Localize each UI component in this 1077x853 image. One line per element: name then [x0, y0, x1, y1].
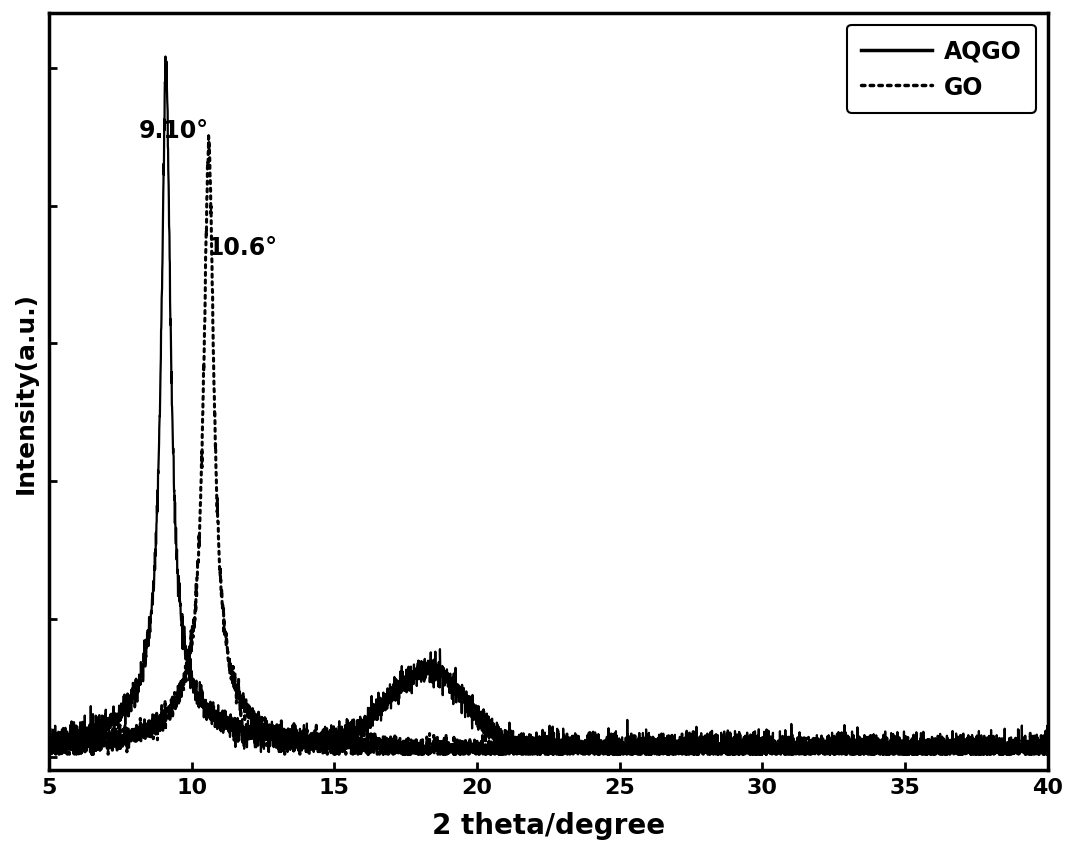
GO [224, 664, 237, 675]
AQGO [42, 732, 55, 742]
Y-axis label: Intensity(a.u.): Intensity(a.u.) [14, 291, 38, 493]
GO [48, 749, 61, 759]
GO [424, 745, 437, 755]
Legend: AQGO, GO: AQGO, GO [847, 26, 1036, 113]
GO [864, 747, 877, 757]
AQGO [788, 747, 801, 757]
Line: AQGO: AQGO [48, 57, 1048, 752]
AQGO [864, 730, 877, 740]
Text: 9.10°: 9.10° [139, 119, 209, 142]
AQGO [1041, 746, 1054, 757]
AQGO [424, 662, 437, 672]
GO [42, 746, 55, 756]
AQGO [45, 747, 58, 757]
GO [642, 746, 655, 756]
GO [693, 748, 705, 758]
X-axis label: 2 theta/degree: 2 theta/degree [432, 811, 665, 839]
AQGO [224, 725, 237, 735]
GO [202, 130, 215, 140]
Line: GO: GO [48, 135, 1048, 754]
AQGO [642, 747, 655, 757]
GO [1041, 747, 1054, 757]
AQGO [693, 734, 705, 745]
Text: 10.6°: 10.6° [208, 235, 278, 259]
AQGO [159, 52, 172, 62]
GO [788, 738, 801, 748]
